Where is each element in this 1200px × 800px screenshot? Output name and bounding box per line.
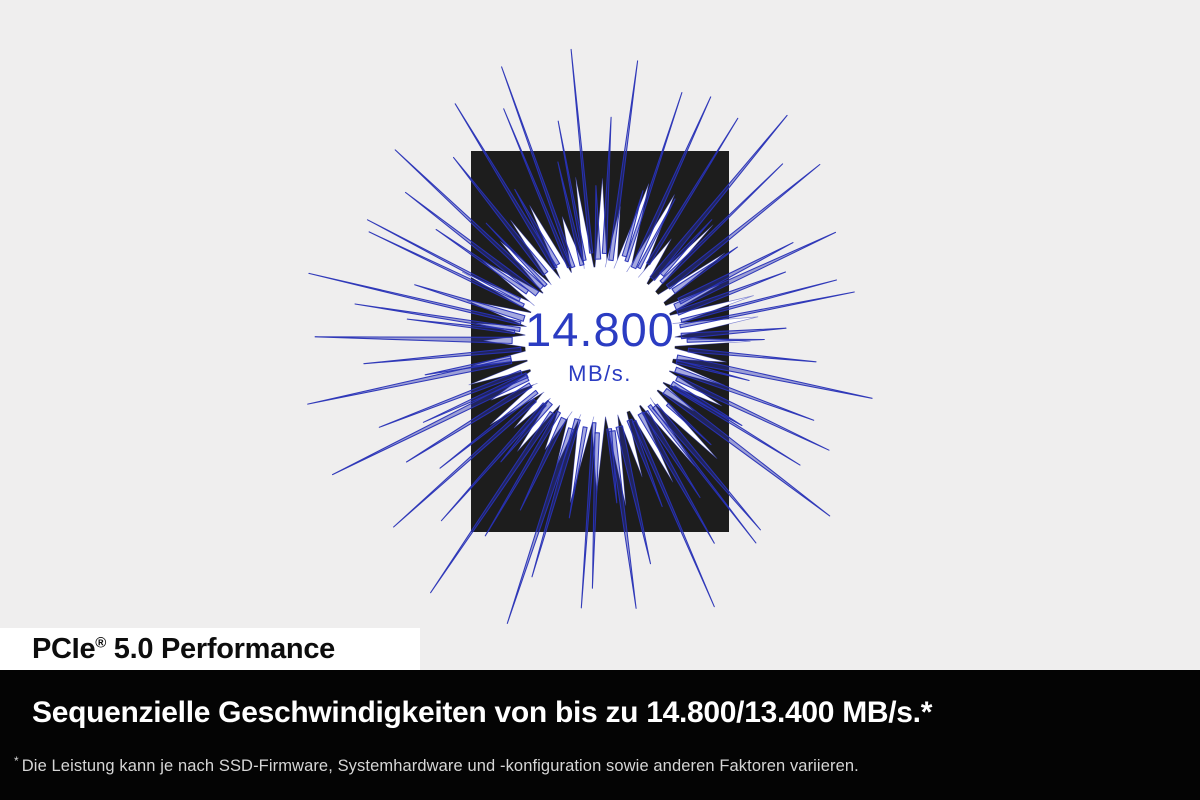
blue-spike [665, 402, 712, 446]
blue-spike [642, 409, 701, 499]
blue-spike [570, 48, 594, 254]
blue-spike [531, 418, 581, 578]
blue-spike [405, 382, 533, 463]
footnote-asterisk: * [14, 754, 19, 768]
blue-spike [675, 359, 750, 382]
blue-spike [414, 284, 526, 322]
blue-spike [624, 92, 683, 263]
blue-spike [394, 149, 545, 290]
blue-spike [631, 419, 715, 608]
blue-spike [514, 188, 561, 267]
blue-spike [393, 398, 537, 528]
blue-spike [484, 410, 562, 537]
blue-spike [568, 426, 588, 519]
blue-spike [557, 120, 587, 262]
blue-spike [506, 427, 575, 624]
blue-spike [659, 219, 713, 277]
blue-spike [430, 410, 555, 594]
blue-spike [368, 231, 525, 308]
sequential-speed-headline: Sequenzielle Geschwindigkeiten von bis z… [32, 696, 933, 729]
registered-trademark-mark: ® [95, 633, 107, 651]
blue-spike [503, 108, 572, 269]
pcie-performance-label: PCIe® 5.0 Performance [32, 633, 335, 666]
blue-spike [662, 387, 831, 517]
blue-spike [647, 404, 757, 544]
blue-spike [680, 279, 838, 323]
blue-spike [308, 272, 522, 326]
blue-spike [594, 185, 602, 260]
blue-spike [500, 400, 553, 463]
blue-spike [404, 191, 540, 297]
blue-spike [665, 163, 821, 290]
blue-spike [680, 327, 787, 340]
pcie-version-text: 5.0 Performance [106, 632, 335, 665]
blue-spike [687, 347, 817, 363]
blue-spike [636, 198, 676, 270]
blue-spike [672, 385, 801, 466]
blue-spike [637, 411, 715, 544]
blue-spike [675, 375, 830, 451]
blue-spike [679, 291, 855, 329]
blue-spike [435, 228, 530, 295]
blue-spike [424, 355, 513, 376]
blue-spike [671, 246, 738, 295]
blue-spike [621, 190, 644, 258]
blue-spike [646, 117, 739, 266]
blue-spike [673, 231, 837, 311]
blue-spike [439, 389, 539, 469]
blue-spike [615, 425, 652, 565]
blue-spike [676, 271, 787, 316]
blue-spike [557, 161, 585, 267]
pcie-performance-badge: PCIe® 5.0 Performance [0, 628, 420, 670]
blue-spike [314, 336, 513, 345]
blue-spike [580, 422, 597, 609]
disclaimer-footnote: * Die Leistung kann je nach SSD-Firmware,… [14, 754, 859, 776]
blue-spike [601, 116, 612, 255]
speed-value: 14.800 [525, 302, 675, 356]
blue-spike [674, 366, 815, 421]
blue-spike [677, 242, 794, 305]
blue-spike [354, 303, 521, 333]
blue-spike [440, 402, 547, 522]
blue-spike [366, 219, 521, 302]
blue-spike [591, 432, 600, 589]
blue-spike [452, 156, 549, 276]
blue-spike [406, 318, 516, 335]
blue-spike [686, 338, 765, 343]
blue-spike [651, 403, 761, 531]
blue-spike [454, 103, 558, 270]
blue-spike [422, 372, 529, 423]
pcie-brand-text: PCIe [32, 632, 96, 665]
blue-spike [485, 222, 548, 288]
bottom-claim-band: Sequenzielle Geschwindigkeiten von bis z… [0, 670, 1200, 800]
blue-spike [675, 354, 873, 399]
footnote-text: Die Leistung kann je nach SSD-Firmware, … [21, 757, 859, 775]
blue-spike [659, 163, 784, 285]
speed-readout: 14.800 MB/s. [525, 302, 675, 387]
blue-spike [626, 418, 663, 508]
blue-spike [630, 96, 712, 270]
blue-spike [608, 60, 639, 262]
blue-spike [378, 369, 523, 428]
blue-spike [501, 66, 576, 269]
center-disc [525, 267, 675, 417]
blue-spike [519, 416, 567, 511]
blue-spike [606, 428, 618, 504]
speed-unit: MB/s. [568, 361, 632, 387]
blue-spike [649, 114, 788, 281]
blue-spike [363, 346, 522, 365]
